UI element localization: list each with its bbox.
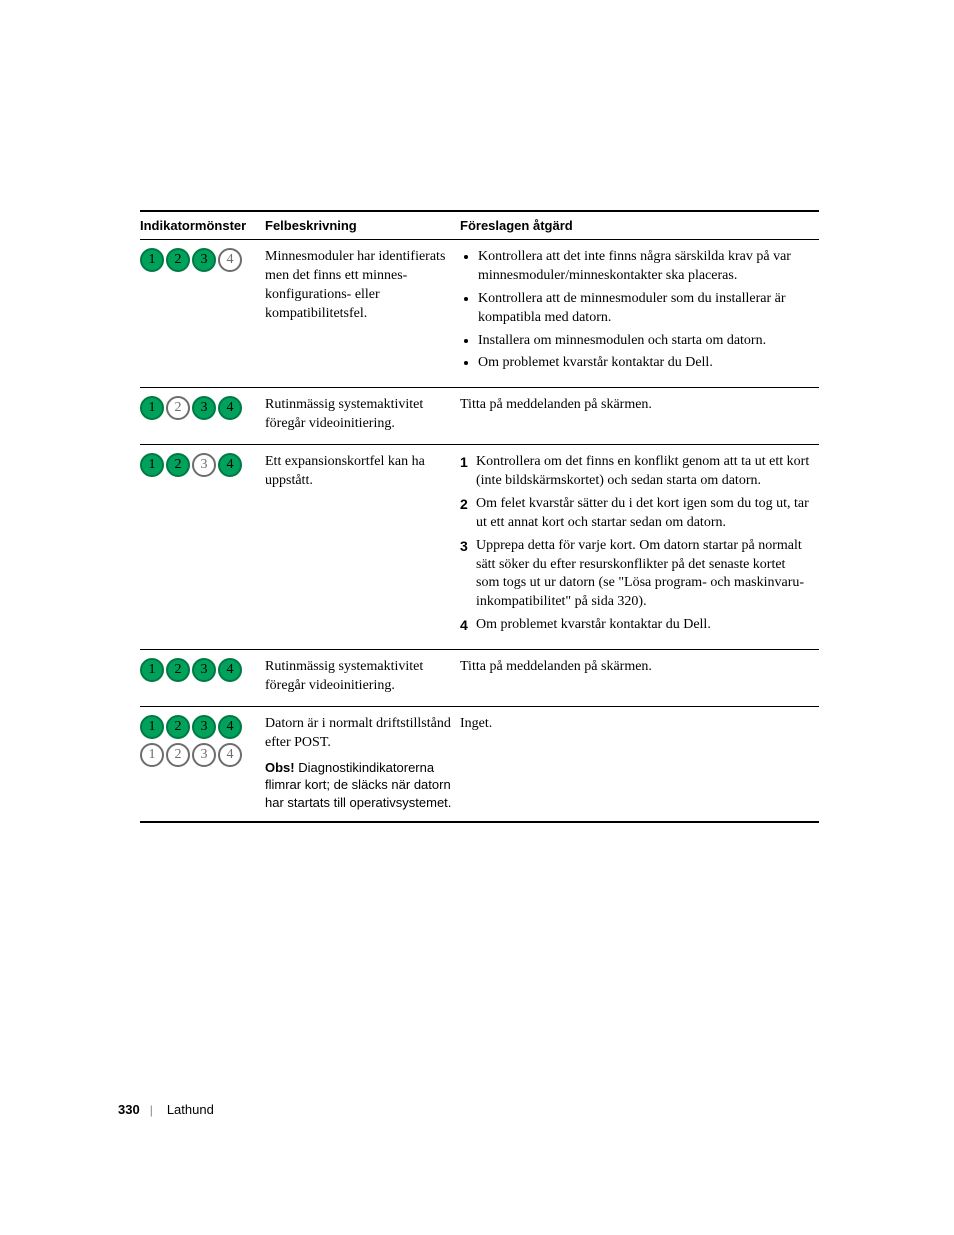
action-text: Titta på meddelanden på skärmen. — [460, 396, 811, 415]
description-text: Rutinmässig systemaktivitet föregår vide… — [265, 658, 452, 696]
indicator-on-icon: 4 — [218, 658, 242, 682]
indicator-off-icon: 4 — [218, 248, 242, 272]
action-item-number: 1 — [460, 453, 472, 491]
action-item-number: 4 — [460, 616, 472, 635]
indicator-on-icon: 1 — [140, 658, 164, 682]
cell-indicator: 12341234 — [140, 706, 265, 822]
indicator-on-icon: 2 — [166, 715, 190, 739]
indicator-row: 1234 — [140, 743, 242, 767]
cell-description: Rutinmässig systemaktivitet föregår vide… — [265, 650, 460, 707]
action-item-text: Om problemet kvarstår kontaktar du Dell. — [476, 616, 711, 635]
cell-description: Rutinmässig systemaktivitet föregår vide… — [265, 388, 460, 445]
indicator-row: 1234 — [140, 715, 242, 739]
indicator-on-icon: 3 — [192, 715, 216, 739]
cell-description: Ett expansionskortfel kan ha uppstått. — [265, 445, 460, 650]
indicator-off-icon: 4 — [218, 743, 242, 767]
action-numbered-item: 4 Om problemet kvarstår kontaktar du Del… — [460, 616, 811, 635]
document-page: Indikatormönster Felbeskrivning Föreslag… — [0, 0, 954, 1235]
description-text: Datorn är i normalt driftstillstånd efte… — [265, 715, 452, 753]
indicator-on-icon: 2 — [166, 248, 190, 272]
indicator-on-icon: 4 — [218, 453, 242, 477]
indicator-off-icon: 3 — [192, 453, 216, 477]
table-header: Indikatormönster Felbeskrivning Föreslag… — [140, 211, 819, 240]
diagnostics-table: Indikatormönster Felbeskrivning Föreslag… — [140, 210, 819, 823]
indicator-on-icon: 1 — [140, 248, 164, 272]
action-bullet-item: Installera om minnesmodulen och starta o… — [478, 332, 811, 351]
indicator-on-icon: 2 — [166, 658, 190, 682]
table-body: 1234Minnesmoduler har identifierats men … — [140, 240, 819, 823]
cell-indicator: 1234 — [140, 388, 265, 445]
action-item-text: Om felet kvarstår sätter du i det kort i… — [476, 495, 811, 533]
description-text: Rutinmässig systemaktivitet föregår vide… — [265, 396, 452, 434]
action-text: Titta på meddelanden på skärmen. — [460, 658, 811, 677]
cell-description: Datorn är i normalt driftstillstånd efte… — [265, 706, 460, 822]
cell-action: Titta på meddelanden på skärmen. — [460, 388, 819, 445]
action-bullet-item: Kontrollera att de minnesmoduler som du … — [478, 290, 811, 328]
cell-action: Kontrollera att det inte finns några sär… — [460, 240, 819, 388]
action-numbered-item: 1 Kontrollera om det finns en konflikt g… — [460, 453, 811, 491]
indicator-on-icon: 3 — [192, 658, 216, 682]
cell-indicator: 1234 — [140, 240, 265, 388]
footer-divider: | — [150, 1103, 153, 1117]
note-text: Obs! Diagnostikindikatorerna flimrar kor… — [265, 759, 452, 812]
cell-indicator: 1234 — [140, 650, 265, 707]
table-row: 1234 Rutinmässig systemaktivitet föregår … — [140, 650, 819, 707]
header-pattern: Indikatormönster — [140, 211, 265, 240]
cell-action: Titta på meddelanden på skärmen. — [460, 650, 819, 707]
page-footer: 330 | Lathund — [118, 1102, 214, 1117]
cell-description: Minnesmoduler har identifierats men det … — [265, 240, 460, 388]
action-numbered-item: 3 Upprepa detta för varje kort. Om dator… — [460, 537, 811, 613]
cell-action: Inget. — [460, 706, 819, 822]
indicator-off-icon: 3 — [192, 743, 216, 767]
indicator-row: 1234 — [140, 248, 242, 272]
indicator-row: 1234 — [140, 658, 242, 682]
indicator-on-icon: 2 — [166, 453, 190, 477]
cell-action: 1 Kontrollera om det finns en konflikt g… — [460, 445, 819, 650]
header-desc: Felbeskrivning — [265, 211, 460, 240]
action-bullet-item: Kontrollera att det inte finns några sär… — [478, 248, 811, 286]
indicator-on-icon: 1 — [140, 396, 164, 420]
indicator-on-icon: 3 — [192, 248, 216, 272]
table-row: 12341234Datorn är i normalt driftstillst… — [140, 706, 819, 822]
action-bullet-list: Kontrollera att det inte finns några sär… — [460, 248, 811, 373]
indicator-on-icon: 4 — [218, 715, 242, 739]
action-numbered-item: 2 Om felet kvarstår sätter du i det kort… — [460, 495, 811, 533]
indicator-on-icon: 3 — [192, 396, 216, 420]
indicator-on-icon: 4 — [218, 396, 242, 420]
indicator-on-icon: 1 — [140, 715, 164, 739]
indicator-row: 1234 — [140, 453, 242, 477]
indicator-row: 1234 — [140, 396, 242, 420]
header-action: Föreslagen åtgärd — [460, 211, 819, 240]
action-item-number: 3 — [460, 537, 472, 613]
indicator-off-icon: 2 — [166, 743, 190, 767]
action-text: Inget. — [460, 715, 811, 734]
page-number: 330 — [118, 1102, 140, 1117]
action-bullet-item: Om problemet kvarstår kontaktar du Dell. — [478, 354, 811, 373]
indicator-off-icon: 1 — [140, 743, 164, 767]
description-text: Minnesmoduler har identifierats men det … — [265, 248, 452, 324]
table-row: 1234 Rutinmässig systemaktivitet föregår … — [140, 388, 819, 445]
cell-indicator: 1234 — [140, 445, 265, 650]
indicator-off-icon: 2 — [166, 396, 190, 420]
table-row: 1234Ett expansionskortfel kan ha uppståt… — [140, 445, 819, 650]
note-label: Obs! — [265, 760, 298, 775]
section-title: Lathund — [167, 1102, 214, 1117]
indicator-on-icon: 1 — [140, 453, 164, 477]
action-item-text: Kontrollera om det finns en konflikt gen… — [476, 453, 811, 491]
action-item-number: 2 — [460, 495, 472, 533]
description-text: Ett expansionskortfel kan ha uppstått. — [265, 453, 452, 491]
action-item-text: Upprepa detta för varje kort. Om datorn … — [476, 537, 811, 613]
table-row: 1234 Minnesmoduler har identifierats men … — [140, 240, 819, 388]
